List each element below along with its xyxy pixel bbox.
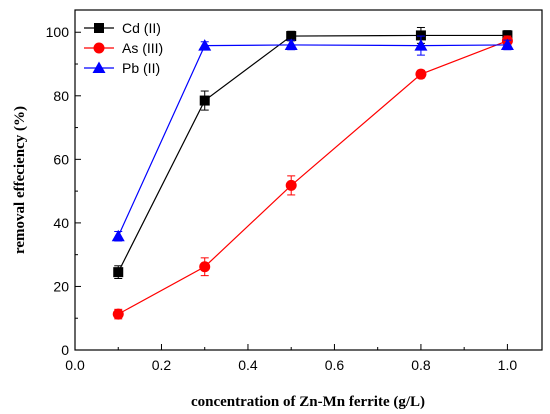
legend: Cd (II) As (III) Pb (II) [84,20,163,76]
y-axis: 0 20 40 60 80 100 [46,24,81,358]
y-tick-label: 20 [53,278,69,294]
legend-label: Cd (II) [122,20,161,36]
triangle-marker [111,229,125,242]
square-marker [286,31,297,42]
series-layer [111,26,514,320]
triangle-marker [92,61,106,73]
square-marker [94,23,104,33]
x-tick-label: 0.6 [325,357,345,373]
series-line [117,40,508,315]
triangle-marker [198,39,212,51]
legend-label: As (III) [122,40,163,56]
series-1 [113,26,513,280]
square-marker [415,30,426,41]
x-tick-label: 0.4 [238,357,258,373]
legend-item: As (III) [84,40,163,56]
triangle-marker [284,38,298,50]
legend-label: Pb (II) [122,60,160,76]
y-tick-label: 80 [53,88,69,104]
plot-frame [74,9,543,351]
x-tick-label: 0.8 [411,357,431,373]
x-tick-label: 0.2 [152,357,172,373]
series-3 [111,35,514,242]
x-tick-label: 0.0 [65,357,85,373]
square-marker [113,267,124,278]
y-tick-label: 60 [53,151,69,167]
legend-item: Cd (II) [84,20,161,36]
y-axis-title: removal effeciency (%) [12,106,28,254]
square-marker [199,95,210,106]
y-tick-label: 100 [46,24,70,40]
circle-marker [112,308,124,320]
legend-item: Pb (II) [84,60,160,76]
y-tick-label: 40 [53,215,69,231]
series-line [117,44,508,237]
circle-marker [415,68,427,80]
series-2 [112,35,513,320]
circle-marker [199,261,211,273]
x-tick-label: 1.0 [498,357,518,373]
x-axis-title: concentration of Zn-Mn ferrite (g/L) [191,394,425,410]
triangle-marker [500,38,514,50]
circle-marker [285,179,297,191]
x-axis: 0.0 0.2 0.4 0.6 0.8 1.0 [65,344,517,373]
triangle-marker [414,39,428,51]
series-line [117,34,508,273]
y-tick-label: 0 [61,342,69,358]
circle-marker [93,42,105,54]
